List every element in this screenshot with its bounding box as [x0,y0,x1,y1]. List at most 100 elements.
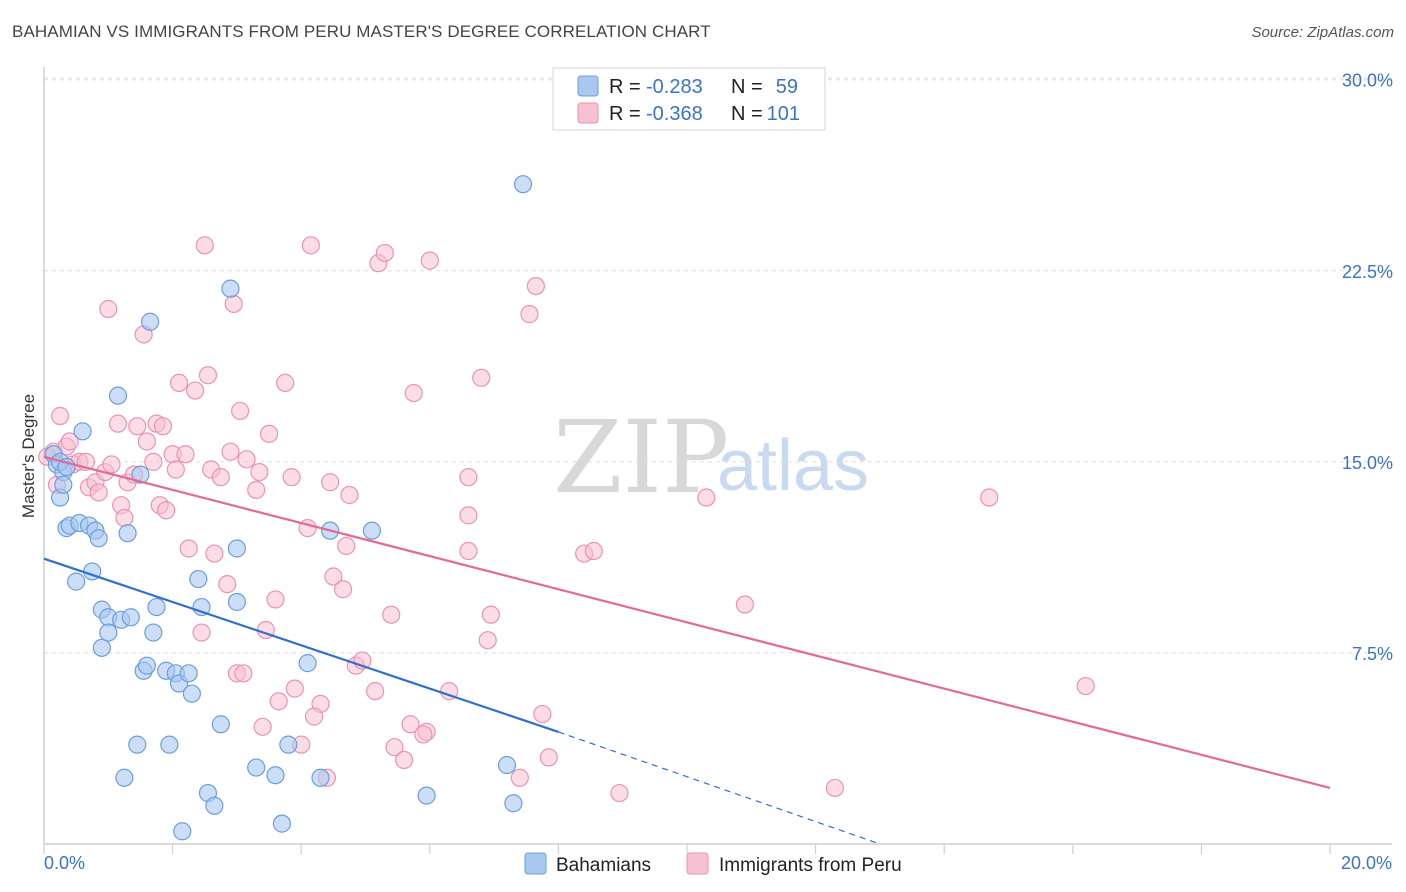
peru-point [382,605,401,624]
peru-point [825,778,844,798]
bottom-legend-swatch-peru [686,852,709,875]
bahamians-point [279,735,298,754]
legend-n-value-1: 59 [776,76,798,98]
peru-point [108,414,128,433]
peru-point [366,682,385,701]
peru-point [102,455,121,474]
bahamians-point [128,735,147,754]
peru-point [144,452,163,471]
trend-lines [43,455,1331,845]
y-axis-label: Master's Degree [19,394,38,518]
peru-point [234,664,253,683]
bahamians-point [513,175,533,194]
bahamians-trend-extension [558,731,881,845]
bahamians-point [140,312,160,331]
peru-point [169,373,189,392]
peru-point [157,501,176,520]
peru-point [526,276,545,296]
bahamians-point [497,755,517,775]
bahamians-point [227,539,246,558]
bahamians-point [362,521,382,540]
bahamians-point [227,592,246,612]
peru-point [304,707,324,726]
peru-point [533,704,552,724]
bahamians-point [247,758,266,777]
correlation-legend: R = -0.283 N = 59 R = -0.368 N = 101 [552,67,826,131]
peru-point [211,468,230,487]
x-tick-label-max: 20.0% [1341,853,1392,873]
legend-swatch-peru [577,102,599,124]
bahamians-point [92,638,111,657]
peru-point [205,544,224,563]
peru-point [179,539,198,558]
legend-r-value-1: -0.283 [646,76,703,98]
peru-point [340,485,359,505]
peru-point [198,366,218,385]
peru-point [253,717,272,736]
legend-r-label-2: R = [609,103,641,125]
peru-point [510,768,529,787]
peru-point [259,424,279,443]
bahamians-point [417,786,436,805]
peru-point [221,442,240,461]
peru-point [459,468,478,487]
peru-point [481,605,500,624]
gridlines [44,77,1392,654]
peru-point [276,373,295,392]
bahamians-point [118,524,137,543]
legend-r-label-1: R = [609,76,641,98]
watermark-atlas: atlas [717,426,869,506]
peru-point [414,725,433,744]
bahamians-point [67,572,86,591]
bahamians-point [173,822,192,841]
peru-point [735,595,754,614]
peru-point [89,483,108,502]
legend-r-value-2: -0.368 [646,103,703,125]
bahamians-point [504,794,523,813]
peru-point [195,236,214,255]
bahamians-point [89,529,108,548]
peru-point [176,445,195,464]
series-legend: Bahamians Immigrants from Peru [524,852,902,876]
peru-point [128,417,147,436]
bahamians-point [179,664,198,683]
bahamians-point [266,766,285,785]
peru-point [539,748,558,767]
series-peru-points [38,236,1095,803]
peru-point [321,473,340,492]
peru-point [153,417,173,436]
legend-n-label-1: N = [731,76,763,98]
bahamians-trend-line [43,557,559,733]
peru-point [1076,676,1095,696]
peru-point [337,536,356,556]
peru-point [60,432,79,451]
y-tick-label: 30.0% [1342,71,1393,91]
bahamians-point [137,656,156,675]
bahamians-point [189,569,208,589]
legend-swatch-bahamians [577,75,599,97]
peru-point [404,383,423,403]
peru-point [401,715,420,734]
x-tick-label-min: 0.0% [44,853,85,873]
peru-point [247,480,266,499]
bahamians-point [144,623,163,642]
bahamians-point [298,654,317,673]
chart-source: Source: ZipAtlas.com [1251,24,1394,41]
peru-point [697,488,716,507]
bottom-legend-label-bahamians: Bahamians [556,855,651,876]
legend-n-value-2: 101 [767,103,800,125]
y-tick-label: 7.5% [1352,644,1393,664]
peru-point [394,750,414,770]
peru-point [459,541,478,561]
chart-title: BAHAMIAN VS IMMIGRANTS FROM PERU MASTER'… [12,22,711,41]
peru-point [237,450,256,469]
peru-point [285,679,304,698]
peru-point [610,783,629,803]
legend-n-label-2: N = [731,103,763,125]
peru-point [420,251,439,270]
peru-point [980,488,999,507]
peru-point [166,460,185,479]
peru-point [186,381,205,400]
bahamians-point [99,623,118,642]
peru-trend-line [43,455,1331,790]
